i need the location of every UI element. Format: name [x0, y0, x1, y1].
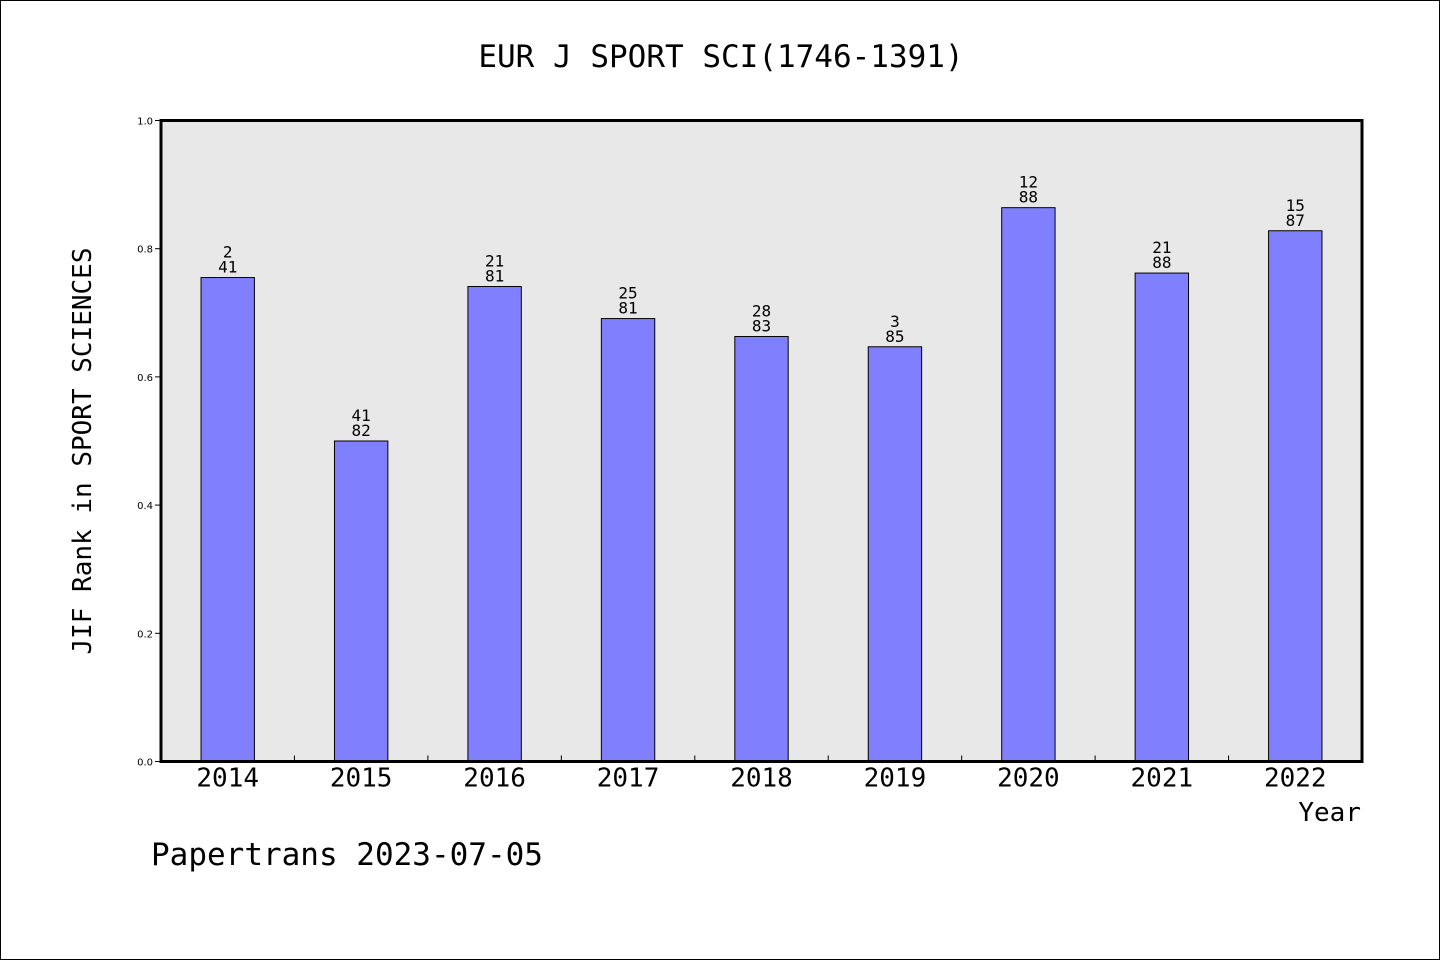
- bar-label-total: 81: [618, 299, 637, 318]
- x-axis-ticks: 2014 2015 2016 2017 2018 2019 2020 2021 2022: [196, 755, 1327, 794]
- bar-2019: [867, 346, 923, 762]
- bar-label-rank: 15: [1286, 196, 1305, 215]
- bar-label-rank: 2: [223, 243, 233, 262]
- bar-label-total: 88: [1019, 188, 1038, 207]
- source-stamp: Papertrans 2023-07-05: [151, 837, 543, 873]
- bar-2021: [1134, 272, 1190, 762]
- bar-label-rank: 12: [1019, 173, 1038, 192]
- x-axis-label: Year: [1298, 798, 1361, 828]
- bar-2016: [467, 286, 522, 762]
- bar-label-total: 41: [218, 258, 237, 277]
- bar-label-rank: 21: [1152, 238, 1171, 257]
- x-tick-label: 2018: [730, 764, 793, 794]
- bar-2015: [333, 440, 389, 762]
- y-tick-label: 0.6: [137, 373, 153, 384]
- bar-label-total: 83: [752, 317, 771, 336]
- bar-2018: [734, 336, 789, 762]
- plot-border: [159, 119, 1364, 763]
- chart-title: EUR J SPORT SCI(1746-1391): [478, 39, 963, 75]
- bar-label-rank: 41: [352, 406, 371, 425]
- y-axis-label: JIF Rank in SPORT SCIENCES: [68, 248, 98, 655]
- bar-2022: [1268, 230, 1323, 762]
- y-tick-label: 0.0: [137, 758, 153, 769]
- x-tick-label: 2015: [330, 764, 393, 794]
- bar-label-rank: 21: [485, 252, 504, 271]
- x-tick-label: 2016: [463, 764, 526, 794]
- y-tick-label: 0.8: [137, 245, 153, 256]
- x-tick-label: 2019: [864, 764, 927, 794]
- bar-label-rank: 3: [890, 312, 900, 331]
- bar-label-rank: 28: [752, 302, 771, 321]
- y-tick-label: 0.2: [137, 629, 153, 640]
- bar-label-total: 85: [885, 327, 904, 346]
- x-tick-label: 2014: [196, 764, 259, 794]
- bar-label-total: 82: [352, 421, 371, 440]
- bar-2017: [600, 318, 656, 762]
- bar-2020: [1001, 207, 1056, 762]
- x-tick-label: 2021: [1131, 764, 1194, 794]
- bar-2014: [200, 277, 255, 762]
- y-tick-label: 1.0: [137, 117, 153, 128]
- bars-group: [200, 207, 1323, 762]
- bar-label-rank: 25: [618, 284, 637, 303]
- bar-label-total: 81: [485, 267, 504, 286]
- x-tick-label: 2017: [597, 764, 660, 794]
- x-tick-label: 2020: [997, 764, 1060, 794]
- bar-label-total: 87: [1286, 211, 1305, 230]
- x-tick-label: 2022: [1264, 764, 1327, 794]
- y-tick-label: 0.4: [137, 501, 153, 512]
- y-axis-ticks: 0.0 0.2 0.4 0.6 0.8 1.0: [137, 117, 161, 769]
- bar-label-total: 88: [1152, 253, 1171, 272]
